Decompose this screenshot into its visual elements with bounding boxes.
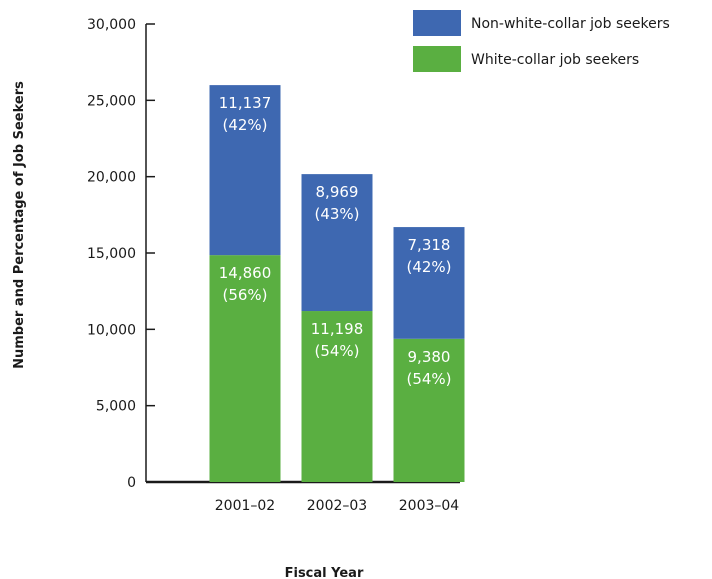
y-tick-label: 0	[127, 475, 136, 491]
x-tick-label: 2001–02	[215, 498, 275, 514]
y-tick-label: 30,000	[87, 17, 136, 33]
y-tick-label: 10,000	[87, 322, 136, 338]
bar-segment-white-collar	[393, 338, 465, 482]
bars	[209, 85, 465, 482]
bar-percent-label: (54%)	[406, 370, 451, 388]
bar-value-label: 7,318	[408, 236, 451, 254]
bar-segment-white-collar	[301, 311, 373, 482]
y-tick-label: 25,000	[87, 93, 136, 109]
y-tick-label: 20,000	[87, 170, 136, 186]
legend-label: White-collar job seekers	[471, 52, 639, 68]
bar-value-label: 14,860	[219, 264, 272, 282]
bar-value-label: 11,198	[311, 320, 364, 338]
y-tick-label: 5,000	[96, 399, 136, 415]
bar-percent-label: (54%)	[314, 342, 359, 360]
x-tick-label: 2003–04	[399, 498, 460, 514]
bar-value-label: 9,380	[408, 348, 451, 366]
legend-swatch	[413, 10, 461, 36]
bar-segment-non-white-collar	[301, 174, 373, 312]
bar-value-label: 11,137	[219, 94, 272, 112]
bar-percent-label: (42%)	[406, 258, 451, 276]
y-axis-title: Number and Percentage of Job Seekers	[12, 81, 27, 369]
bar-percent-label: (43%)	[314, 205, 359, 223]
bar-value-label: 8,969	[316, 183, 359, 201]
legend: Non-white-collar job seekers White-collar…	[413, 10, 670, 72]
bar-segment-non-white-collar	[393, 227, 465, 339]
bar-percent-label: (42%)	[222, 116, 267, 134]
x-tick-label: 2002–03	[307, 498, 367, 514]
bar-percent-label: (56%)	[222, 286, 267, 304]
y-axis-ticks: 0 5,000 10,000 15,000 20,000 25,000 30,000	[87, 17, 155, 491]
bar-segment-non-white-collar	[209, 85, 281, 256]
x-axis-ticks: 2001–02 2002–03 2003–04	[215, 498, 460, 514]
bar-segment-white-collar	[209, 255, 281, 482]
bar-labels: 14,860 (56%) 11,137 (42%) 11,198 (54%) 8,969 (4…	[219, 94, 452, 388]
y-tick-label: 15,000	[87, 246, 136, 262]
legend-swatch	[413, 46, 461, 72]
legend-label: Non-white-collar job seekers	[471, 16, 670, 32]
x-axis-title: Fiscal Year	[285, 566, 364, 579]
